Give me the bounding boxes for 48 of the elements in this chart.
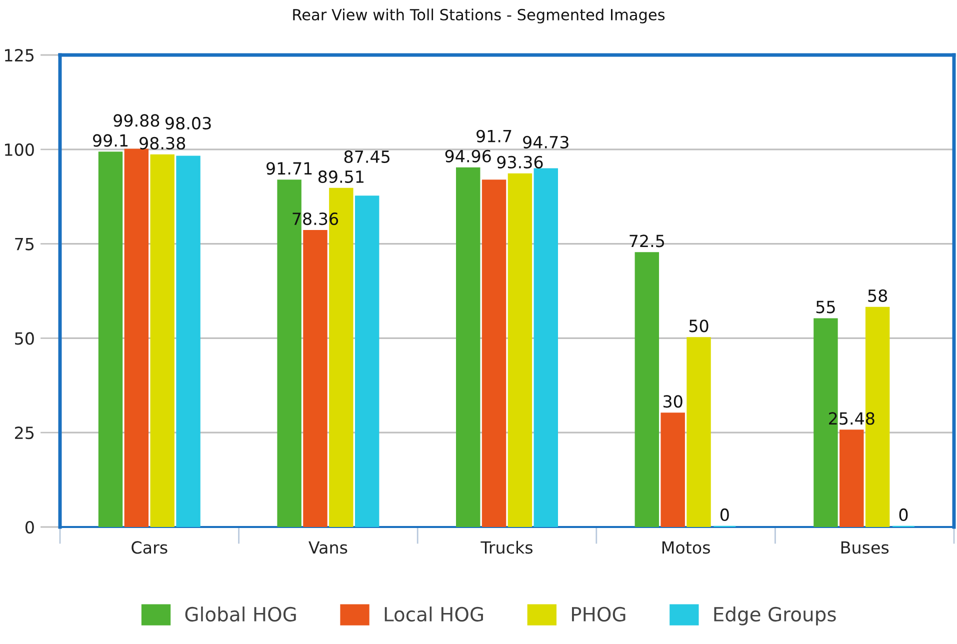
data-label: 91.71 (266, 162, 312, 175)
legend-label: Edge Groups (714, 606, 836, 626)
legend-label: PHOG (572, 606, 626, 622)
bar (660, 412, 685, 527)
data-label: 94.73 (523, 136, 568, 148)
bar (534, 168, 558, 527)
data-label: 99.88 (114, 114, 160, 127)
bar (508, 173, 532, 527)
data-label: 98.03 (165, 116, 211, 130)
y-tick-label: 50 (15, 332, 34, 345)
bar (634, 252, 660, 527)
x-tick-label: Cars (132, 541, 168, 554)
bar (456, 167, 480, 527)
data-label: 89.51 (318, 170, 364, 184)
data-label: 58 (868, 289, 888, 302)
data-label: 0 (720, 508, 729, 521)
bar (98, 152, 123, 527)
legend-label: Global HOG (185, 606, 296, 622)
data-label: 94.96 (445, 150, 491, 162)
bar (840, 430, 864, 527)
data-label: 98.38 (140, 136, 186, 150)
x-tick-label: Vans (308, 541, 348, 554)
data-label: 93.36 (497, 156, 543, 168)
x-tick-label: Motos (662, 541, 710, 554)
bar (354, 196, 380, 527)
data-label: 50 (689, 320, 708, 332)
data-label: 87.45 (344, 150, 390, 164)
data-label: 0 (899, 508, 908, 521)
y-tick-label: 125 (5, 48, 34, 62)
x-tick-label: Buses (841, 541, 889, 554)
data-label: 55 (816, 300, 835, 314)
data-label: 72.5 (630, 234, 664, 248)
y-tick-label: 25 (15, 426, 34, 440)
bar (124, 148, 149, 527)
data-label: 30 (664, 395, 682, 408)
chart-title: Rear View with Toll Stations - Segmented Images (293, 8, 665, 24)
y-tick-label: 100 (5, 143, 34, 156)
data-label: 99.1 (93, 134, 128, 147)
y-tick-label: 0 (25, 520, 34, 534)
bar (150, 154, 174, 527)
x-tick-label: Trucks (480, 540, 533, 554)
bar (176, 156, 200, 527)
bar (303, 230, 328, 527)
bar (482, 180, 506, 527)
y-tick-label: 75 (15, 238, 34, 250)
data-label: 91.7 (476, 130, 512, 142)
legend-label: Local HOG (384, 606, 483, 622)
bar (686, 337, 711, 527)
